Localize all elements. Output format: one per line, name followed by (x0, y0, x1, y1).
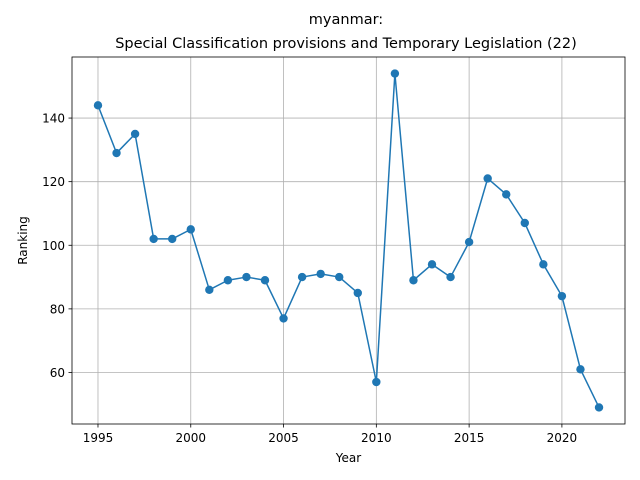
chart-title-line2: Special Classification provisions and Te… (115, 36, 577, 52)
y-tick-label: 60 (50, 366, 65, 380)
data-point (520, 218, 529, 228)
data-point (279, 314, 288, 323)
plot-frame (71, 56, 626, 425)
data-point (483, 174, 492, 183)
data-point (168, 234, 177, 244)
y-tick-label: 100 (42, 239, 65, 253)
data-point (149, 234, 158, 244)
data-point (316, 269, 325, 279)
chart-title-line1: myanmar: (309, 12, 383, 28)
x-tick-label: 2010 (361, 431, 392, 445)
data-point (502, 190, 511, 199)
y-tick-label: 120 (42, 175, 65, 189)
data-point (390, 69, 400, 78)
data-point (576, 365, 585, 374)
data-point (446, 272, 455, 282)
x-axis-label: Year (335, 451, 361, 465)
data-point (464, 237, 474, 247)
data-point (539, 260, 548, 269)
x-tick-label: 2005 (268, 431, 299, 445)
series-line (97, 72, 600, 408)
data-point (242, 272, 251, 282)
y-tick-label: 140 (42, 112, 65, 126)
data-point (93, 101, 103, 110)
y-axis-label: Ranking (16, 216, 30, 265)
data-point (594, 403, 604, 412)
x-tick-label: 2000 (175, 431, 206, 445)
data-point (205, 285, 214, 294)
data-point (186, 225, 195, 234)
data-point (130, 129, 140, 139)
data-point (353, 288, 362, 298)
data-point (557, 291, 567, 301)
data-point (260, 276, 270, 285)
data-point (335, 272, 344, 282)
axis-ticks: 1995 2000 2005 2010 2015 2020 60 80 100 120 140 (42, 112, 577, 445)
data-series (93, 69, 604, 412)
x-tick-label: 1995 (83, 431, 114, 445)
data-point (223, 276, 233, 285)
data-point (409, 276, 418, 285)
data-point (427, 260, 437, 269)
x-tick-label: 2015 (454, 431, 485, 445)
x-tick-label: 2020 (547, 431, 578, 445)
data-point (372, 377, 381, 387)
data-point (297, 272, 307, 282)
y-tick-label: 80 (50, 302, 65, 316)
data-point (112, 148, 121, 158)
